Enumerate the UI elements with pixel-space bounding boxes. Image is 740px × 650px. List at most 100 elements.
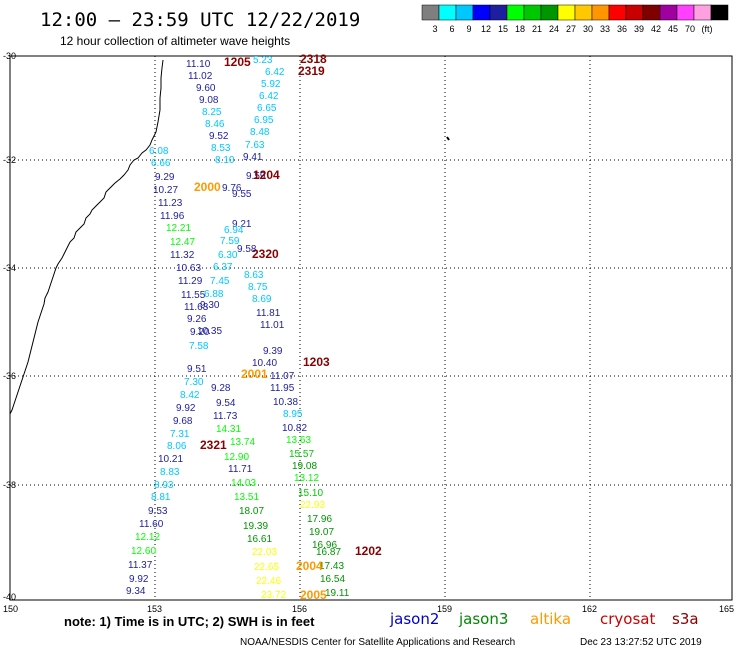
island-mark (446, 136, 450, 141)
pass-label: 2319 (298, 64, 325, 78)
swh-value: 9.54 (216, 398, 236, 409)
legend-s3a: s3a (672, 610, 699, 628)
pass-label: 1204 (253, 168, 280, 182)
swh-value: 14.03 (231, 478, 256, 489)
legend-note: note: 1) Time is in UTC; 2) SWH is in fe… (64, 614, 315, 629)
swh-value: 19.39 (243, 521, 268, 532)
colorbar-swatch (472, 4, 491, 21)
swh-value: 9.51 (187, 364, 207, 375)
coastline (9, 59, 164, 415)
swh-value: 11.71 (228, 464, 253, 475)
swh-value: 9.59 (246, 171, 266, 182)
legend-altika: altika (530, 610, 571, 628)
swh-value: 14.31 (216, 424, 241, 435)
pass-label: 2321 (200, 438, 227, 452)
colorbar-tick: 3 (432, 24, 437, 34)
colorbar-swatch (574, 4, 593, 21)
swh-value: 8.75 (248, 282, 268, 293)
swh-value: 9.39 (263, 346, 283, 357)
swh-value: 9.41 (243, 152, 263, 163)
swh-value: 8.93 (154, 480, 174, 491)
swh-value: 9.55 (232, 189, 252, 200)
colorbar-tick: 45 (668, 24, 678, 34)
colorbar-tick: 21 (532, 24, 542, 34)
legend-cryosat: cryosat (600, 610, 655, 628)
colorbar-tick: (ft) (702, 24, 713, 34)
swh-value: 22.93 (300, 500, 325, 511)
swh-value: 19.11 (325, 588, 350, 599)
swh-value: 9.26 (187, 314, 207, 325)
swh-value: 8.06 (167, 441, 187, 452)
swh-value: 5.23 (253, 55, 273, 66)
colorbar-swatch (421, 4, 440, 21)
pass-label: 2005 (300, 588, 327, 602)
colorbar-ticks: 3 6 9 12 15 18 21 24 27 30 33 36 39 42 45 70 (ft) (432, 24, 712, 34)
lat-lon-grid (10, 56, 732, 600)
swh-value: 11.96 (160, 211, 185, 222)
colorbar-tick: 36 (617, 24, 627, 34)
swh-value: 7.45 (210, 276, 230, 287)
colorbar-swatch (693, 4, 712, 21)
swh-value: 22.46 (256, 576, 281, 587)
swh-value: 12.21 (166, 223, 191, 234)
colorbar-swatch (659, 4, 678, 21)
colorbar-swatch (710, 4, 729, 21)
swh-value: 8.69 (252, 294, 272, 305)
swh-value: 18.07 (239, 506, 264, 517)
colorbar-tick: 6 (449, 24, 454, 34)
swh-value: 11.29 (178, 276, 203, 287)
swh-value: 22.65 (254, 562, 279, 573)
swh-value: 11.37 (128, 560, 153, 571)
colorbar-swatch (676, 4, 695, 21)
colorbar-swatch (438, 4, 457, 21)
swh-value: 16.87 (316, 547, 341, 558)
legend-jason2: jason2 (389, 610, 439, 628)
lon-label: 162 (582, 604, 597, 614)
swh-value: 9.21 (232, 219, 252, 230)
swh-value: 9.76 (222, 183, 242, 194)
swh-value: 8.48 (250, 127, 270, 138)
swh-value: 11.10 (186, 59, 211, 70)
colorbar-swatch (489, 4, 508, 21)
swh-value: 9.53 (148, 506, 168, 517)
swh-value: 13.74 (230, 437, 255, 448)
swh-value: 13.63 (286, 435, 311, 446)
footer-timestamp: Dec 23 13:27:52 UTC 2019 (580, 637, 702, 648)
swh-value: 7.59 (220, 236, 240, 247)
swh-value: 6.95 (254, 115, 274, 126)
swh-value: 9.29 (155, 172, 175, 183)
colorbar-tick: 30 (583, 24, 593, 34)
lat-label: -32 (3, 155, 16, 165)
swh-value: 6.37 (213, 262, 233, 273)
swh-value: 7.31 (170, 429, 190, 440)
swh-value: 6.42 (265, 67, 285, 78)
swh-value: 13.51 (234, 492, 259, 503)
swh-value: 11.01 (260, 320, 285, 331)
swh-value: 9.28 (211, 383, 231, 394)
swh-value: 11.02 (188, 71, 213, 82)
colorbar-swatch (455, 4, 474, 21)
swh-value: 9.68 (173, 416, 193, 427)
colorbar-tick: 39 (634, 24, 644, 34)
swh-value: 16.96 (312, 540, 337, 551)
pass-label: 1205 (224, 55, 251, 69)
swh-value: 8.42 (180, 390, 200, 401)
swh-value: 8.46 (205, 119, 225, 130)
swh-value: 17.96 (307, 514, 332, 525)
lat-label: -34 (3, 263, 16, 273)
colorbar (421, 4, 729, 21)
lon-label: 150 (3, 604, 18, 614)
swh-value: 9.20 (190, 327, 210, 338)
swh-value: 19.07 (309, 527, 334, 538)
swh-value: 12.47 (170, 237, 195, 248)
swh-value: 8.83 (160, 467, 180, 478)
lat-labels: -30 -32 -34 -36 -38 -40 (3, 51, 16, 602)
swh-value: 6.65 (257, 103, 277, 114)
swh-value: 10.35 (197, 326, 222, 337)
swh-value: 9.34 (126, 586, 146, 597)
swh-value: 10.40 (252, 358, 277, 369)
swh-value: 6.94 (224, 225, 244, 236)
colorbar-swatch (625, 4, 644, 21)
swh-value: 8.53 (211, 143, 231, 154)
